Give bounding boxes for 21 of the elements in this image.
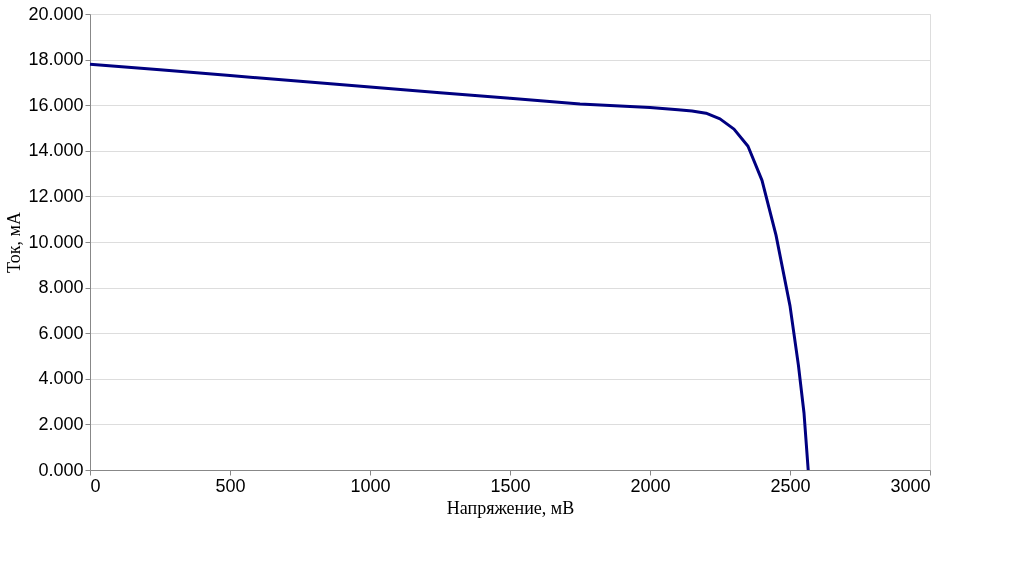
y-tick-label: 4.000 — [38, 368, 84, 389]
y-tick-label: 10.000 — [28, 231, 84, 252]
y-tick-label: 0.000 — [38, 459, 84, 480]
x-tick-label: 500 — [215, 475, 246, 496]
y-tick-label: 20.000 — [28, 3, 84, 24]
y-tick-label: 18.000 — [28, 49, 84, 70]
x-tick-label: 1500 — [490, 475, 531, 496]
y-tick-label: 12.000 — [28, 185, 84, 206]
y-tick-label: 16.000 — [28, 94, 84, 115]
y-tick-label: 8.000 — [38, 277, 84, 298]
line-series — [88, 62, 810, 472]
y-tick-label: 2.000 — [38, 413, 84, 434]
y-tick-label: 14.000 — [28, 140, 84, 161]
y-tick-label: 6.000 — [38, 322, 84, 343]
x-axis-title: Напряжение, мВ — [446, 497, 575, 518]
x-tick-label: 2500 — [770, 475, 811, 496]
x-tick-label: 0 — [90, 475, 101, 496]
x-tick-label: 2000 — [630, 475, 671, 496]
y-axis-title: Ток, мА — [4, 212, 25, 273]
x-tick-label: 1000 — [350, 475, 391, 496]
x-tick-label: 3000 — [890, 475, 931, 496]
